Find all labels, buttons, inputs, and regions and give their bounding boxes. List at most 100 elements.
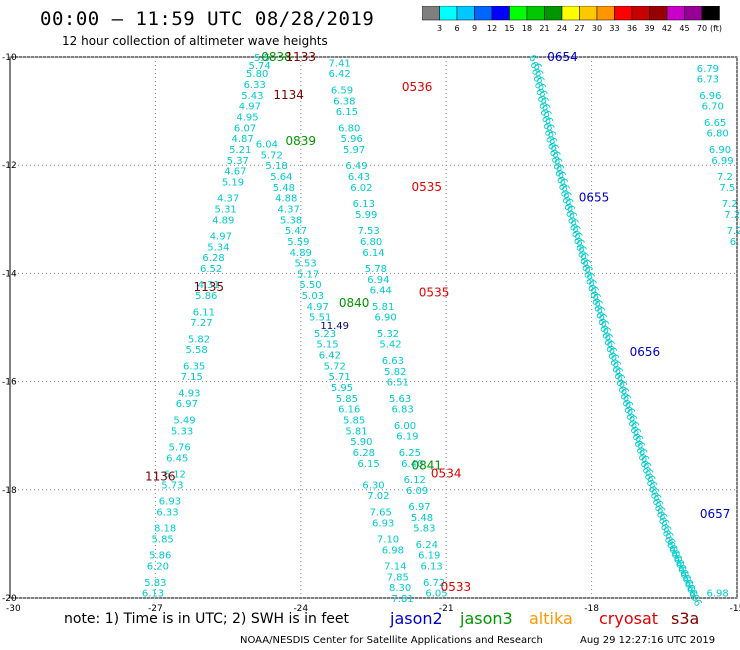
swh-value: 5.21 — [229, 145, 251, 156]
swh-value: 4.97 — [307, 302, 329, 313]
colorbar-tick-label: 9 — [472, 24, 477, 33]
swh-value: 6.19 — [396, 432, 418, 443]
swh-value: 6.90 — [709, 145, 731, 156]
colorbar-tick-label: 45 — [679, 24, 689, 33]
swh-value: 6.83 — [391, 405, 413, 416]
x-origin-label: -30 — [6, 604, 21, 614]
swh-value: 5.37 — [227, 156, 249, 167]
colorbar-tick-label: 15 — [504, 24, 514, 33]
colorbar-unit-label: (ft) — [710, 24, 722, 33]
pass-time-label: 0535 — [419, 285, 450, 299]
y-tick-label: -12 — [2, 161, 17, 171]
swh-value: 4.97 — [210, 232, 232, 243]
swh-value: 5.03 — [302, 291, 324, 302]
swh-value: 6.44 — [370, 286, 392, 297]
swh-value: 8.30 — [389, 583, 411, 594]
pass-time-label: 0656 — [630, 345, 661, 359]
colorbar-tick-label: 18 — [522, 24, 532, 33]
swh-value: 5.38 — [280, 215, 302, 226]
swh-value: 6.93 — [372, 518, 394, 529]
y-tick-label: -10 — [2, 53, 17, 63]
swh-value: 5.59 — [287, 237, 309, 248]
swh-value: 6.63 — [382, 356, 404, 367]
swh-value: 5.81 — [372, 302, 394, 313]
swh-value: 4.31 — [198, 280, 220, 291]
plot-frame — [9, 56, 738, 599]
swh-value: 7.2 — [722, 199, 738, 210]
swh-value: 5.83 — [144, 578, 166, 589]
swh-value: 6.35 — [183, 361, 205, 372]
x-tick-label: -18 — [584, 604, 599, 614]
swh-value: 6.30 — [362, 480, 384, 491]
swh-value: 5.42 — [379, 340, 401, 351]
swh-value: 5.5 — [254, 53, 270, 64]
swh-value: 5.76 — [169, 443, 191, 454]
swh-value: 7.27 — [190, 318, 212, 329]
colorbar-swatch — [701, 6, 720, 21]
swh-value: 6.80 — [338, 123, 360, 134]
legend-altika: altika — [529, 609, 573, 628]
swh-value: 5.86 — [195, 291, 217, 302]
y-tick-label: -20 — [2, 594, 17, 604]
swh-value: 5.81 — [345, 426, 367, 437]
swh-value: 6.13 — [353, 199, 375, 210]
swh-value: 6.33 — [156, 507, 178, 518]
swh-value: 6.42 — [328, 69, 350, 80]
swh-value: 6.25 — [399, 448, 421, 459]
swh-value: 5.78 — [365, 264, 387, 275]
swh-value: 6.20 — [147, 562, 169, 573]
swh-value: 6.80 — [706, 129, 728, 140]
pass-time-label: 0840 — [339, 296, 370, 310]
swh-value: 6.12 — [164, 470, 186, 481]
credit-text: NOAA/NESDIS Center for Satellite Applica… — [240, 635, 543, 646]
swh-value: 5.50 — [299, 280, 321, 291]
swh-value: 6.51 — [387, 378, 409, 389]
swh-value: 5.51 — [309, 313, 331, 324]
swh-value: 5.90 — [350, 437, 372, 448]
swh-value: 5.85 — [152, 534, 174, 545]
swh-value: 7.85 — [387, 572, 409, 583]
swh-value: 6. — [730, 237, 740, 248]
y-tick-label: -14 — [2, 269, 17, 279]
swh-value: 7.5 — [719, 183, 735, 194]
swh-value: 5.95 — [331, 383, 353, 394]
colorbar-tick-label: 24 — [557, 24, 567, 33]
swh-value: 7.65 — [370, 507, 392, 518]
swh-value: 5.99 — [355, 210, 377, 221]
x-tick-label: -15 — [730, 604, 740, 614]
swh-value: 6.02 — [350, 183, 372, 194]
swh-value: 5.85 — [336, 394, 358, 405]
swh-value: 4.37 — [278, 204, 300, 215]
swh-value: 6.40 — [401, 459, 423, 470]
swh-value: 6.09 — [406, 486, 428, 497]
swh-value: 5.17 — [297, 269, 319, 280]
swh-value: 6.15 — [336, 107, 358, 118]
pass-time-label: 0654 — [547, 50, 578, 64]
jason2-track-mark: 6.6 — [686, 589, 703, 608]
swh-value: 6.00 — [394, 421, 416, 432]
swh-value: 5.72 — [324, 361, 346, 372]
legend-cryosat: cryosat — [599, 609, 659, 628]
swh-value: 6.04 — [256, 140, 278, 151]
x-tick-label: -27 — [148, 604, 163, 614]
swh-value: 6.33 — [244, 80, 266, 91]
swh-value: 6.43 — [348, 172, 370, 183]
swh-value: 6.12 — [404, 475, 426, 486]
y-tick-label: -18 — [2, 486, 17, 496]
pass-time-label: 0534 — [431, 467, 462, 481]
swh-value: 5.72 — [261, 150, 283, 161]
colorbar-tick-label: 21 — [539, 24, 549, 33]
pass-time-label: 1133 — [286, 50, 317, 64]
swh-value: 5.49 — [173, 415, 195, 426]
pass-time-label: 0536 — [402, 80, 433, 94]
colorbar-tick-label: 30 — [592, 24, 602, 33]
swh-value: 4.67 — [224, 167, 246, 178]
swh-value: 6.59 — [331, 85, 353, 96]
wave-height-colorbar: 3 6 9 12 15 18 21 24 27 30 33 36 39 42 45 70 (ft) — [422, 6, 722, 33]
swh-value: 4.89 — [290, 248, 312, 259]
y-tick-label: -16 — [2, 378, 17, 388]
footer-note: note: 1) Time is in UTC; 2) SWH is in fe… — [64, 611, 350, 627]
swh-value: 5.53 — [295, 259, 317, 270]
swh-value: 5.48 — [411, 513, 433, 524]
swh-value: 5.83 — [413, 524, 435, 535]
